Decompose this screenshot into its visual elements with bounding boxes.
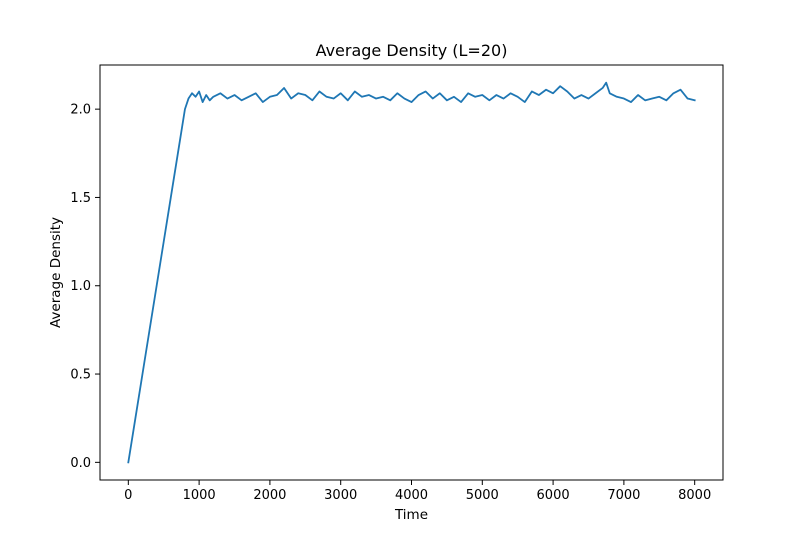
chart-title: Average Density (L=20): [316, 41, 508, 60]
x-tick-label: 5000: [466, 488, 499, 503]
y-tick-label: 2.0: [70, 103, 91, 118]
axes-background: [100, 65, 723, 480]
x-axis-ticks: 0 1000 2000 3000 4000 5000 6000 7000 8000: [124, 480, 711, 503]
y-tick-label: 1.0: [70, 279, 91, 294]
x-tick-label: 6000: [537, 488, 570, 503]
x-tick-label: 7000: [607, 488, 640, 503]
plot-area: [99, 64, 724, 481]
x-tick-label: 4000: [395, 488, 428, 503]
y-tick-label: 0.0: [70, 456, 91, 471]
x-tick-label: 1000: [183, 488, 216, 503]
x-axis-label: Time: [394, 507, 428, 523]
data-line-series: [127, 81, 696, 464]
x-tick-label: 3000: [324, 488, 357, 503]
x-tick-label: 8000: [678, 488, 711, 503]
y-axis-ticks: 0.0 0.5 1.0 1.5 2.0: [70, 103, 100, 471]
x-tick-label: 2000: [253, 488, 286, 503]
y-axis-label: Average Density: [48, 217, 64, 328]
x-tick-label: 0: [124, 488, 132, 503]
y-tick-label: 0.5: [70, 368, 91, 383]
y-tick-label: 1.5: [70, 191, 91, 206]
